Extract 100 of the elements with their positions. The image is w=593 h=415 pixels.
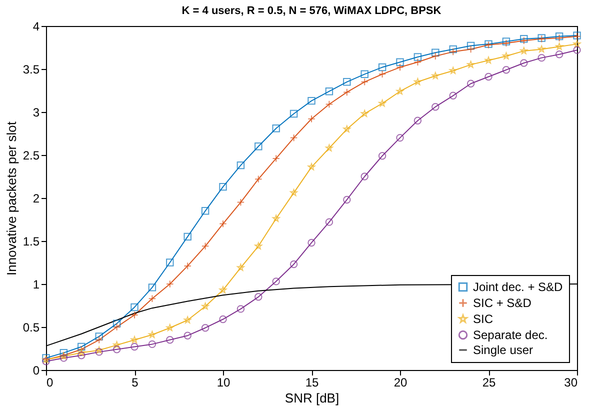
point (502, 66, 510, 74)
point (326, 144, 333, 152)
y-tick-label: 0.5 (22, 320, 40, 334)
point (166, 280, 174, 288)
point (78, 342, 86, 351)
point (201, 207, 210, 215)
point (219, 315, 227, 324)
y-tick-label: 4 (32, 20, 40, 34)
point (148, 284, 156, 292)
chart-title: K = 4 users, R = 0.5, N = 576, WiMAX LDPC, BPSK (182, 5, 442, 17)
point (325, 88, 334, 96)
point (130, 342, 138, 351)
point (166, 258, 174, 266)
point (520, 59, 528, 67)
legend-label: SIC + S&D (473, 296, 532, 310)
point (254, 175, 262, 183)
x-tick-label: 30 (564, 376, 578, 390)
point (254, 293, 262, 301)
legend-label: Separate dec. (473, 328, 548, 342)
point (166, 336, 174, 344)
point (555, 50, 564, 58)
point (184, 332, 192, 340)
point (113, 341, 120, 348)
point (184, 316, 192, 324)
point (378, 152, 386, 160)
point (290, 260, 298, 268)
point (236, 305, 245, 313)
point (360, 110, 368, 117)
point (414, 116, 422, 124)
point (378, 100, 386, 107)
point (254, 242, 262, 250)
point (467, 60, 474, 68)
point (484, 56, 492, 64)
point (290, 110, 298, 118)
point (254, 142, 262, 150)
point (414, 53, 422, 61)
point (148, 294, 156, 302)
point (112, 346, 121, 354)
point (325, 218, 334, 226)
point (378, 63, 386, 72)
point (502, 52, 510, 60)
point (236, 198, 245, 206)
point (112, 320, 121, 328)
point (237, 264, 244, 271)
point (112, 323, 121, 331)
y-tick-label: 0 (32, 364, 40, 378)
y-axis-title: Innovative packets per slot (4, 121, 19, 276)
point (201, 242, 210, 250)
point (166, 324, 174, 332)
point (202, 302, 209, 310)
x-tick-label: 10 (216, 376, 230, 390)
point (396, 88, 404, 95)
y-tick-label: 2.5 (22, 148, 40, 162)
point (343, 88, 351, 96)
point (466, 80, 475, 88)
x-tick-label: 0 (46, 376, 54, 390)
point (573, 46, 581, 54)
point (573, 40, 581, 48)
point (60, 348, 68, 357)
point (272, 278, 280, 286)
point (396, 134, 404, 142)
point (449, 45, 457, 54)
point (272, 124, 280, 132)
point (343, 125, 351, 132)
point (95, 346, 103, 354)
point (60, 354, 68, 362)
point (343, 196, 351, 204)
point (272, 154, 280, 162)
x-axis-title: SNR [dB] (284, 390, 340, 406)
y-tick-label: 1.5 (22, 234, 40, 248)
point (556, 42, 563, 50)
x-tick-label: 15 (305, 376, 319, 390)
point (414, 58, 422, 66)
y-tick-label: 2 (32, 192, 40, 206)
point (219, 286, 227, 294)
point (360, 78, 368, 86)
point (290, 188, 298, 196)
y-tick-label: 3 (32, 106, 40, 120)
legend-label: Joint dec. + S&D (473, 280, 564, 294)
point (325, 100, 334, 108)
point (538, 54, 546, 62)
point (449, 48, 457, 56)
point (184, 232, 192, 241)
point (201, 324, 210, 332)
legend-label: SIC (473, 312, 494, 326)
point (449, 92, 457, 100)
y-tick-label: 1 (32, 278, 40, 292)
point (343, 78, 351, 86)
point (290, 134, 298, 142)
point (378, 70, 386, 78)
point (308, 115, 316, 123)
point (219, 182, 227, 191)
point (432, 102, 440, 111)
point (78, 352, 86, 360)
point (78, 348, 86, 356)
point (272, 214, 280, 222)
x-tick-label: 20 (394, 376, 408, 390)
point (308, 163, 316, 170)
point (466, 45, 475, 54)
point (414, 78, 422, 86)
